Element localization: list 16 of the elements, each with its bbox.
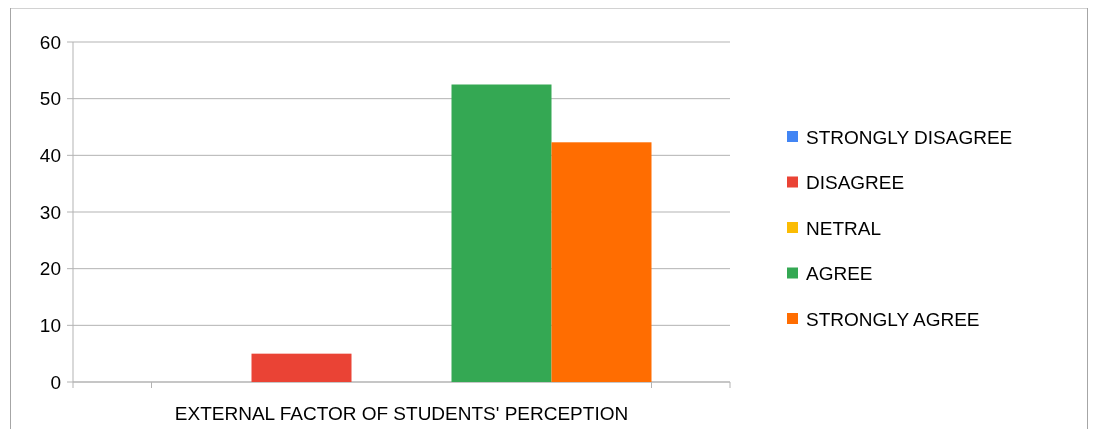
x-tick-label: EXTERNAL FACTOR OF STUDENTS' PERCEPTION bbox=[174, 403, 629, 424]
y-tick-label: 30 bbox=[39, 201, 61, 223]
y-tick-label: 20 bbox=[39, 258, 61, 280]
legend-label: AGREE bbox=[806, 263, 873, 285]
bar bbox=[451, 84, 552, 382]
y-tick-label: 50 bbox=[39, 88, 61, 110]
y-tick-label: 10 bbox=[39, 314, 61, 336]
bar bbox=[551, 142, 652, 382]
bar bbox=[251, 353, 352, 382]
y-tick-label: 60 bbox=[39, 31, 61, 53]
y-tick-label: 40 bbox=[39, 144, 61, 166]
legend-label: NETRAL bbox=[806, 217, 881, 239]
legend-label: STRONGLY DISAGREE bbox=[806, 126, 1013, 148]
legend-label: STRONGLY AGREE bbox=[806, 308, 980, 330]
legend-label: DISAGREE bbox=[806, 172, 905, 194]
y-tick-label: 0 bbox=[50, 371, 61, 393]
